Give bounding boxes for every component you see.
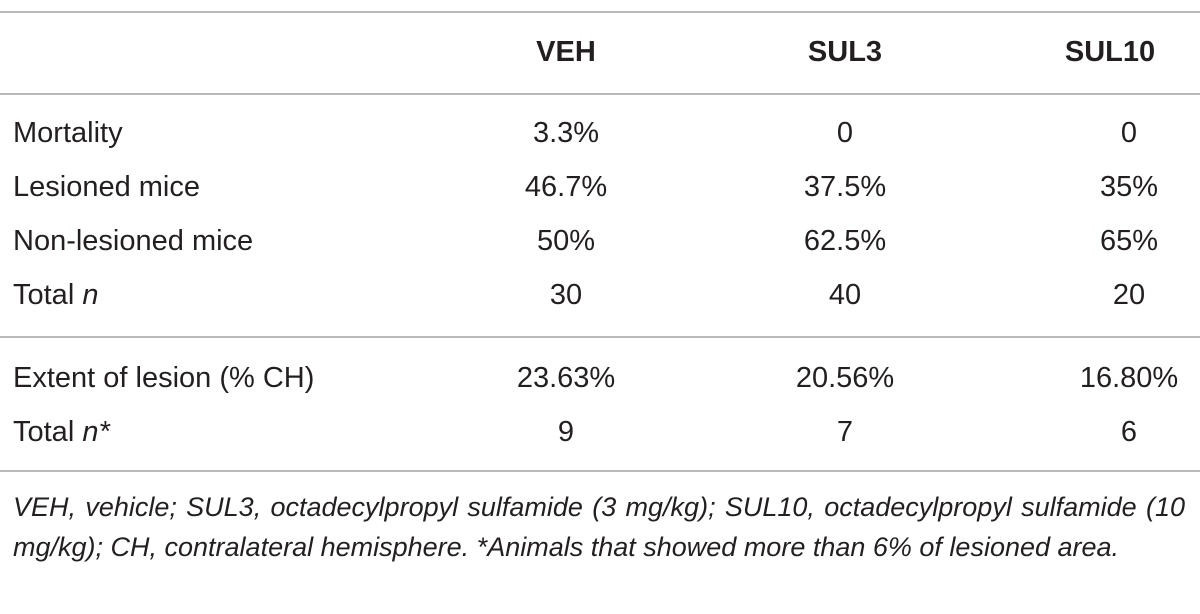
cell-sul10: 0: [1120, 117, 1138, 149]
cell-sul10: 20: [1112, 279, 1146, 311]
cell-sul10: 65%: [1099, 225, 1159, 257]
header-sul10: SUL10: [1064, 36, 1156, 68]
cell-veh: 23.63%: [516, 362, 616, 394]
row-label: Total n*: [13, 416, 110, 448]
table-footnote: VEH, vehicle; SUL3, octadecylpropyl sulf…: [13, 492, 1185, 562]
bottom-rule: [0, 470, 1200, 472]
table-header-row: VEH SUL3 SUL10: [0, 25, 1200, 79]
cell-veh: 3.3%: [532, 117, 600, 149]
row-label: Total n: [13, 279, 99, 311]
row-label: Mortality: [13, 117, 123, 149]
table-row: Mortality 3.3% 0 0: [0, 106, 1200, 160]
table-row: Lesioned mice 46.7% 37.5% 35%: [0, 160, 1200, 214]
cell-veh: 46.7%: [524, 171, 608, 203]
row-label: Extent of lesion (% CH): [13, 362, 315, 394]
row-label: Lesioned mice: [13, 171, 200, 203]
cell-sul3: 40: [828, 279, 862, 311]
cell-veh: 9: [557, 416, 575, 448]
header-sul3: SUL3: [807, 36, 883, 68]
cell-sul3: 7: [836, 416, 854, 448]
cell-sul3: 62.5%: [803, 225, 887, 257]
table-row: Total n* 9 7 6: [0, 405, 1200, 459]
cell-sul3: 0: [836, 117, 854, 149]
cell-sul3: 20.56%: [795, 362, 895, 394]
header-veh: VEH: [536, 36, 596, 68]
section-rule: [0, 336, 1200, 338]
cell-sul3: 37.5%: [803, 171, 887, 203]
header-rule: [0, 93, 1200, 95]
cell-sul10: 16.80%: [1079, 362, 1179, 394]
table-row: Non-lesioned mice 50% 62.5% 65%: [0, 214, 1200, 268]
top-rule: [0, 11, 1200, 13]
cell-veh: 50%: [536, 225, 596, 257]
cell-sul10: 35%: [1099, 171, 1159, 203]
table-row: Total n 30 40 20: [0, 268, 1200, 322]
table-row: Extent of lesion (% CH) 23.63% 20.56% 16…: [0, 351, 1200, 405]
cell-sul10: 6: [1120, 416, 1138, 448]
row-label: Non-lesioned mice: [13, 225, 254, 257]
cell-veh: 30: [549, 279, 583, 311]
